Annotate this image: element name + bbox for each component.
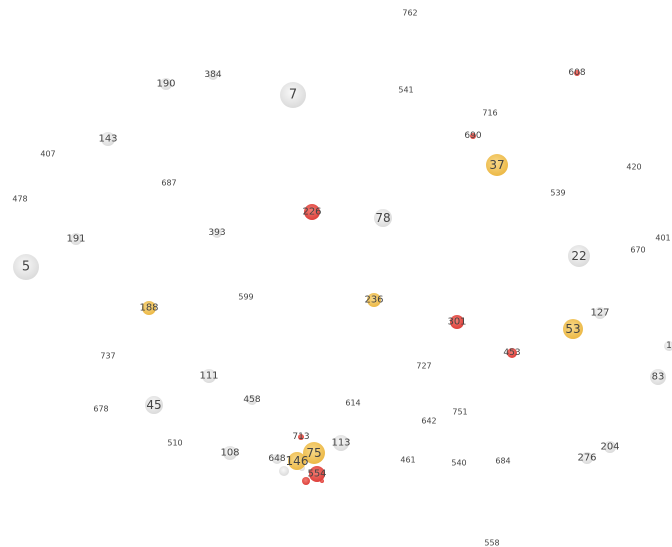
bubble-label-22: 22: [571, 249, 586, 263]
bubble-label-53: 53: [565, 322, 580, 336]
bubble-label-420: 420: [626, 163, 641, 172]
bubble-204[interactable]: [604, 441, 616, 453]
bubble-label-143: 143: [98, 134, 117, 145]
bubble-label-276: 276: [577, 453, 596, 464]
bubble-unlabeled-1[interactable]: [302, 477, 310, 485]
bubble-108[interactable]: [223, 446, 237, 460]
bubble-53[interactable]: [563, 319, 583, 339]
bubble-label-554: 554: [307, 469, 326, 480]
bubble-label-75: 75: [306, 446, 321, 460]
bubble-label-113: 113: [331, 438, 350, 449]
bubble-label-78: 78: [375, 211, 390, 225]
bubble-384[interactable]: [208, 70, 218, 80]
bubble-143[interactable]: [101, 132, 115, 146]
bubble-label-737: 737: [100, 352, 115, 361]
bubble-label-478: 478: [12, 195, 27, 204]
bubble-label-407: 407: [40, 150, 55, 159]
bubble-226[interactable]: [304, 204, 320, 220]
bubble-label-458: 458: [243, 395, 260, 405]
bubble-236[interactable]: [367, 293, 381, 307]
bubble-label-384: 384: [204, 70, 221, 80]
bubble-276[interactable]: [581, 452, 593, 464]
bubble-label-83: 83: [652, 372, 665, 383]
bubble-648[interactable]: [272, 454, 282, 464]
bubble-458[interactable]: [247, 395, 257, 405]
bubble-label-226: 226: [302, 207, 321, 218]
bubble-label-684: 684: [495, 457, 510, 466]
bubble-label-108: 108: [220, 448, 239, 459]
bubble-146[interactable]: [288, 452, 306, 470]
bubble-label-727: 727: [416, 362, 431, 371]
bubble-unlabeled-0[interactable]: [279, 466, 289, 476]
bubble-label-37: 37: [489, 158, 504, 172]
bubble-label-401: 401: [655, 234, 670, 243]
bubble-label-236: 236: [364, 295, 383, 306]
bubble-label-716: 716: [482, 109, 497, 118]
bubble-190[interactable]: [160, 78, 172, 90]
bubble-label-539: 539: [550, 189, 565, 198]
bubble-label-393: 393: [208, 228, 225, 238]
bubble-37[interactable]: [486, 154, 508, 176]
bubble-label-45: 45: [146, 398, 161, 412]
bubble-label-453: 453: [503, 348, 520, 358]
bubble-45[interactable]: [145, 396, 163, 414]
bubble-5[interactable]: [13, 254, 39, 280]
bubble-78[interactable]: [374, 209, 392, 227]
bubble-608[interactable]: [574, 70, 580, 76]
bubble-label-127: 127: [590, 308, 609, 319]
bubble-label-690: 690: [464, 131, 481, 141]
bubble-690[interactable]: [470, 133, 476, 139]
bubble-1[interactable]: [664, 341, 672, 351]
bubble-label-540: 540: [451, 459, 466, 468]
bubble-label-461: 461: [400, 456, 415, 465]
bubble-label-599: 599: [238, 293, 253, 302]
bubble-7[interactable]: [280, 82, 306, 108]
bubble-label-751: 751: [452, 408, 467, 417]
bubble-113[interactable]: [333, 435, 349, 451]
bubble-label-541: 541: [398, 86, 413, 95]
bubble-label-301: 301: [447, 317, 466, 328]
bubble-layer: [13, 70, 672, 485]
bubble-453[interactable]: [507, 348, 517, 358]
bubble-label-510: 510: [167, 439, 182, 448]
bubble-label-614: 614: [345, 399, 360, 408]
bubble-188[interactable]: [142, 301, 156, 315]
bubble-label-190: 190: [156, 79, 175, 90]
bubble-191[interactable]: [70, 233, 82, 245]
bubble-label-678: 678: [93, 405, 108, 414]
bubble-label-111: 111: [199, 371, 218, 382]
bubble-75[interactable]: [303, 442, 325, 464]
bubble-label-670: 670: [630, 246, 645, 255]
bubble-label-648: 648: [268, 454, 285, 464]
bubble-label-146: 146: [286, 454, 309, 468]
bubble-label-191: 191: [66, 234, 85, 245]
bubble-label-558: 558: [484, 539, 499, 547]
bubble-label-188: 188: [139, 303, 158, 314]
bubble-label-1: 1: [666, 341, 672, 351]
bubble-111[interactable]: [202, 369, 216, 383]
bubble-301[interactable]: [450, 315, 464, 329]
bubble-label-713: 713: [292, 432, 309, 442]
bubble-393[interactable]: [212, 228, 222, 238]
bubble-22[interactable]: [568, 245, 590, 267]
label-layer: 762 190 384 7 541 608 716 143 690 407 37 420 687 539 4…: [12, 9, 672, 547]
bubble-label-687: 687: [161, 179, 176, 188]
bubble-83[interactable]: [650, 369, 666, 385]
bubble-127[interactable]: [594, 307, 606, 319]
bubble-554[interactable]: [309, 466, 325, 482]
bubble-713[interactable]: [298, 434, 304, 440]
bubble-label-608: 608: [568, 68, 585, 78]
bubble-label-762: 762: [402, 9, 417, 18]
bubble-label-204: 204: [600, 442, 619, 453]
bubble-label-642: 642: [421, 417, 436, 426]
bubble-label-7: 7: [289, 88, 297, 103]
bubble-label-5: 5: [22, 260, 30, 275]
